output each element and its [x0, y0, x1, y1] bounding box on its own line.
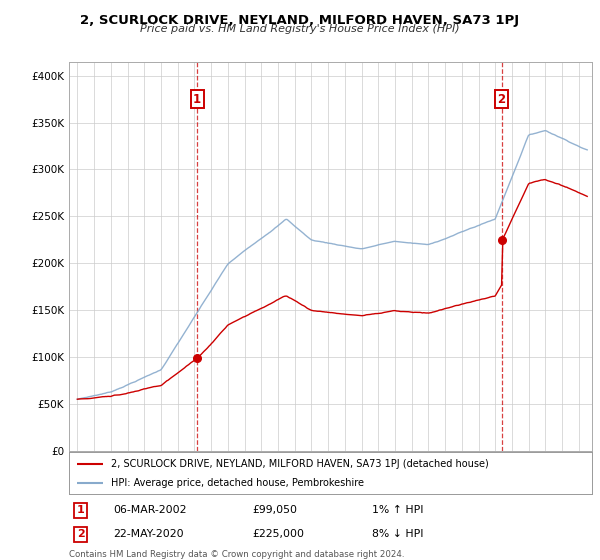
Text: 2: 2	[77, 529, 85, 539]
Text: £225,000: £225,000	[252, 529, 304, 539]
Text: 06-MAR-2002: 06-MAR-2002	[113, 505, 187, 515]
Text: Price paid vs. HM Land Registry's House Price Index (HPI): Price paid vs. HM Land Registry's House …	[140, 24, 460, 34]
Text: 2: 2	[497, 92, 506, 106]
Text: 2, SCURLOCK DRIVE, NEYLAND, MILFORD HAVEN, SA73 1PJ: 2, SCURLOCK DRIVE, NEYLAND, MILFORD HAVE…	[80, 14, 520, 27]
Text: £99,050: £99,050	[252, 505, 297, 515]
Text: 1: 1	[77, 505, 85, 515]
Text: HPI: Average price, detached house, Pembrokeshire: HPI: Average price, detached house, Pemb…	[111, 478, 364, 488]
Text: 22-MAY-2020: 22-MAY-2020	[113, 529, 184, 539]
Text: 1: 1	[193, 92, 201, 106]
Text: 8% ↓ HPI: 8% ↓ HPI	[373, 529, 424, 539]
Text: 1% ↑ HPI: 1% ↑ HPI	[373, 505, 424, 515]
Text: 2, SCURLOCK DRIVE, NEYLAND, MILFORD HAVEN, SA73 1PJ (detached house): 2, SCURLOCK DRIVE, NEYLAND, MILFORD HAVE…	[111, 459, 488, 469]
Text: Contains HM Land Registry data © Crown copyright and database right 2024.
This d: Contains HM Land Registry data © Crown c…	[69, 550, 404, 560]
